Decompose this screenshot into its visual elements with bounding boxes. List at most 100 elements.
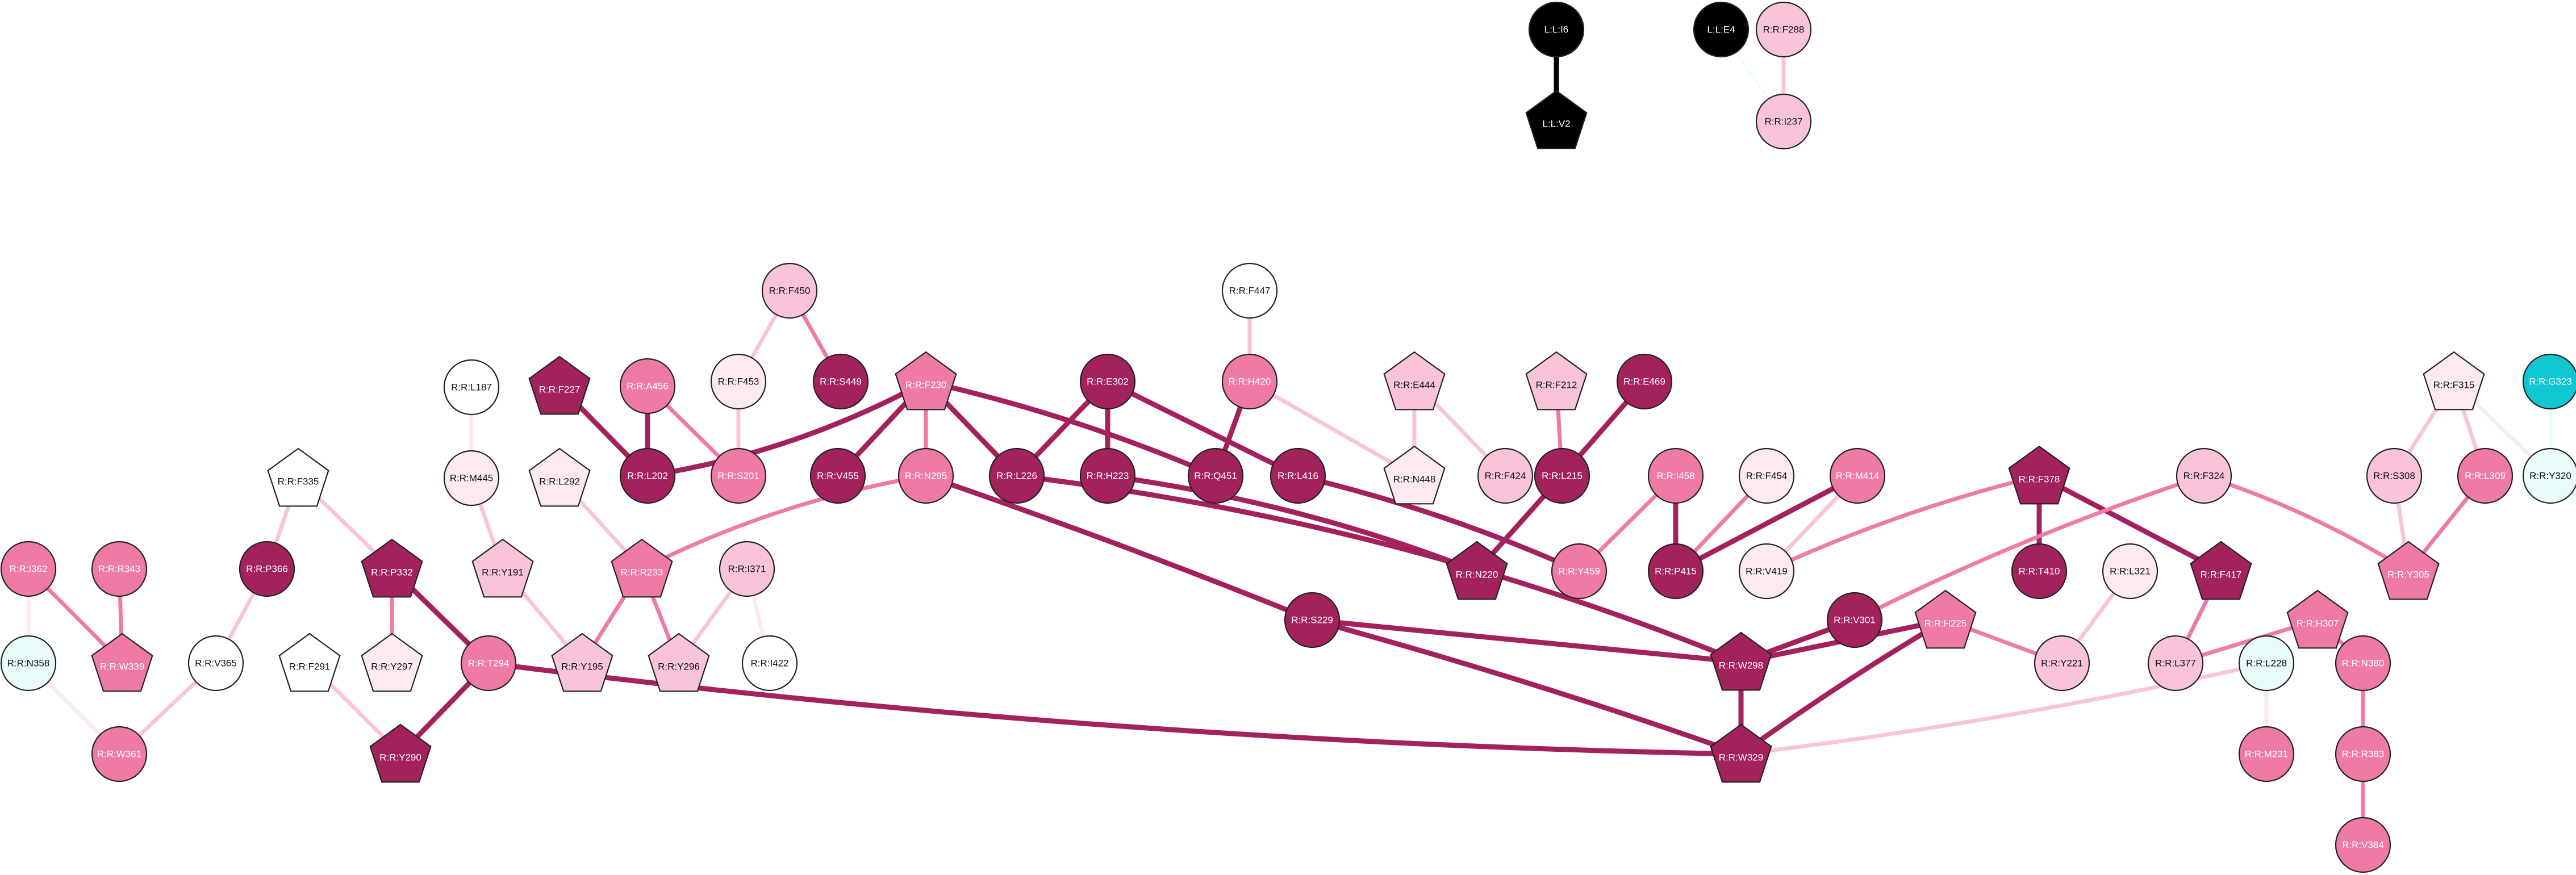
node-r-r-f450[interactable]: R:R:F450: [761, 262, 818, 319]
node-r-r-m231[interactable]: R:R:M231: [2238, 726, 2295, 782]
node-r-r-n358[interactable]: R:R:N358: [0, 635, 57, 692]
node-r-r-i371[interactable]: R:R:I371: [719, 541, 775, 597]
node-r-r-f324[interactable]: R:R:F324: [2176, 447, 2232, 504]
node-r-r-n448[interactable]: R:R:N448: [1383, 445, 1446, 505]
node-r-r-y290[interactable]: R:R:Y290: [369, 723, 432, 783]
node-r-r-e302[interactable]: R:R:E302: [1079, 353, 1136, 410]
node-r-r-w339[interactable]: R:R:W339: [91, 633, 153, 692]
circle-node-shape: [1534, 447, 1590, 504]
node-r-r-f417[interactable]: R:R:F417: [2190, 541, 2252, 600]
node-r-r-y191[interactable]: R:R:Y191: [471, 538, 534, 598]
node-r-r-m414[interactable]: R:R:M414: [1829, 447, 1886, 504]
node-r-r-p332[interactable]: R:R:P332: [361, 538, 423, 598]
node-r-r-e469[interactable]: R:R:E469: [1616, 353, 1673, 410]
pentagon-node-shape: [278, 633, 341, 692]
node-r-r-t294[interactable]: R:R:T294: [460, 635, 517, 692]
node-r-r-w329[interactable]: R:R:W329: [1710, 723, 1772, 783]
node-r-r-p415[interactable]: R:R:P415: [1647, 543, 1704, 600]
node-r-r-e444[interactable]: R:R:E444: [1383, 351, 1446, 411]
node-r-r-i362[interactable]: R:R:I362: [0, 541, 57, 597]
node-r-r-s201[interactable]: R:R:S201: [710, 447, 767, 504]
node-r-r-f378[interactable]: R:R:F378: [2008, 445, 2070, 505]
node-r-r-y297[interactable]: R:R:Y297: [361, 633, 423, 692]
node-r-r-l377[interactable]: R:R:L377: [2147, 635, 2204, 692]
node-r-r-i458[interactable]: R:R:I458: [1647, 447, 1704, 504]
node-l-l-i6[interactable]: L:L:I6: [1528, 1, 1585, 58]
node-r-r-i237[interactable]: R:R:I237: [1755, 93, 1812, 150]
node-r-r-l202[interactable]: R:R:L202: [619, 447, 676, 504]
node-r-r-h223[interactable]: R:R:H223: [1079, 447, 1136, 504]
node-r-r-r233[interactable]: R:R:R233: [611, 538, 673, 598]
node-r-r-v419[interactable]: R:R:V419: [1738, 543, 1795, 600]
node-r-r-p366[interactable]: R:R:P366: [239, 541, 295, 597]
node-r-r-n295[interactable]: R:R:N295: [897, 447, 954, 504]
node-r-r-l187[interactable]: R:R:L187: [443, 359, 500, 416]
node-r-r-f453[interactable]: R:R:F453: [710, 353, 767, 410]
node-r-r-n380[interactable]: R:R:N380: [2335, 635, 2391, 692]
node-r-r-w298[interactable]: R:R:W298: [1710, 631, 1772, 691]
node-r-r-f447[interactable]: R:R:F447: [1221, 262, 1278, 319]
node-r-r-s449[interactable]: R:R:S449: [812, 353, 869, 410]
node-r-r-f227[interactable]: R:R:F227: [528, 355, 591, 415]
node-r-r-m445[interactable]: R:R:M445: [443, 450, 500, 506]
node-r-r-h225[interactable]: R:R:H225: [1914, 589, 1977, 649]
node-label: R:R:L309: [2465, 471, 2506, 482]
node-r-r-l215[interactable]: R:R:L215: [1534, 447, 1590, 504]
node-r-r-y320[interactable]: R:R:Y320: [2522, 447, 2576, 504]
node-r-r-y296[interactable]: R:R:Y296: [648, 633, 710, 692]
node-r-r-y459[interactable]: R:R:Y459: [1551, 543, 1608, 600]
node-r-r-q451[interactable]: R:R:Q451: [1187, 447, 1244, 504]
node-r-r-v301[interactable]: R:R:V301: [1826, 592, 1883, 648]
node-label: R:R:F453: [718, 376, 759, 387]
node-r-r-l321[interactable]: R:R:L321: [2102, 543, 2159, 600]
node-label: R:R:V455: [817, 471, 859, 482]
pentagon-node-shape: [528, 447, 591, 507]
pentagon-node-shape: [2008, 445, 2070, 505]
node-r-r-w361[interactable]: R:R:W361: [91, 726, 148, 782]
node-r-r-r343[interactable]: R:R:R343: [91, 541, 148, 597]
node-r-r-f424[interactable]: R:R:F424: [1477, 447, 1534, 504]
node-r-r-s308[interactable]: R:R:S308: [2366, 447, 2423, 504]
node-l-l-e4[interactable]: L:L:E4: [1693, 1, 1750, 58]
node-r-r-f315[interactable]: R:R:F315: [2423, 351, 2485, 411]
node-r-r-v365[interactable]: R:R:V365: [187, 635, 244, 692]
node-label: R:R:I458: [1656, 471, 1694, 482]
pentagon-node-shape: [1710, 631, 1772, 691]
node-r-r-t410[interactable]: R:R:T410: [2011, 543, 2068, 600]
node-r-r-l226[interactable]: R:R:L226: [988, 447, 1045, 504]
node-r-r-f230[interactable]: R:R:F230: [895, 351, 957, 411]
node-r-r-n220[interactable]: R:R:N220: [1446, 541, 1508, 600]
node-r-r-f291[interactable]: R:R:F291: [278, 633, 341, 692]
node-r-r-a456[interactable]: R:R:A456: [619, 358, 676, 415]
node-r-r-v384[interactable]: R:R:V384: [2335, 817, 2391, 873]
node-r-r-f212[interactable]: R:R:F212: [1525, 351, 1588, 411]
node-r-r-v455[interactable]: R:R:V455: [809, 447, 866, 504]
node-r-r-r383[interactable]: R:R:R383: [2335, 726, 2391, 782]
circle-node-shape: [761, 262, 818, 319]
node-r-r-l292[interactable]: R:R:L292: [528, 447, 591, 507]
node-r-r-l309[interactable]: R:R:L309: [2457, 447, 2514, 504]
circle-node-shape: [91, 541, 148, 597]
node-r-r-y305[interactable]: R:R:Y305: [2377, 541, 2440, 600]
node-label: R:R:S201: [717, 471, 759, 482]
node-label: R:R:V301: [1834, 615, 1876, 626]
node-l-l-v2[interactable]: L:L:V2: [1525, 90, 1588, 149]
node-r-r-l228[interactable]: R:R:L228: [2238, 635, 2295, 692]
node-r-r-f288[interactable]: R:R:F288: [1755, 1, 1812, 58]
node-r-r-f335[interactable]: R:R:F335: [267, 447, 329, 507]
node-r-r-y195[interactable]: R:R:Y195: [551, 633, 613, 692]
node-r-r-f454[interactable]: R:R:F454: [1738, 447, 1795, 504]
node-r-r-l416[interactable]: R:R:L416: [1270, 447, 1326, 504]
node-r-r-g323[interactable]: R:R:G323: [2522, 353, 2576, 410]
node-label: R:R:Y296: [658, 662, 700, 672]
node-r-r-i422[interactable]: R:R:I422: [741, 635, 798, 692]
circle-node-shape: [741, 635, 798, 692]
node-r-r-h420[interactable]: R:R:H420: [1221, 353, 1278, 410]
node-label: R:R:F227: [539, 384, 581, 395]
node-label: R:R:I237: [1764, 116, 1802, 127]
node-r-r-h307[interactable]: R:R:H307: [2286, 589, 2349, 649]
node-r-r-y221[interactable]: R:R:Y221: [2034, 635, 2090, 692]
node-r-r-s229[interactable]: R:R:S229: [1284, 592, 1341, 648]
node-label: R:R:F212: [1536, 380, 1577, 391]
